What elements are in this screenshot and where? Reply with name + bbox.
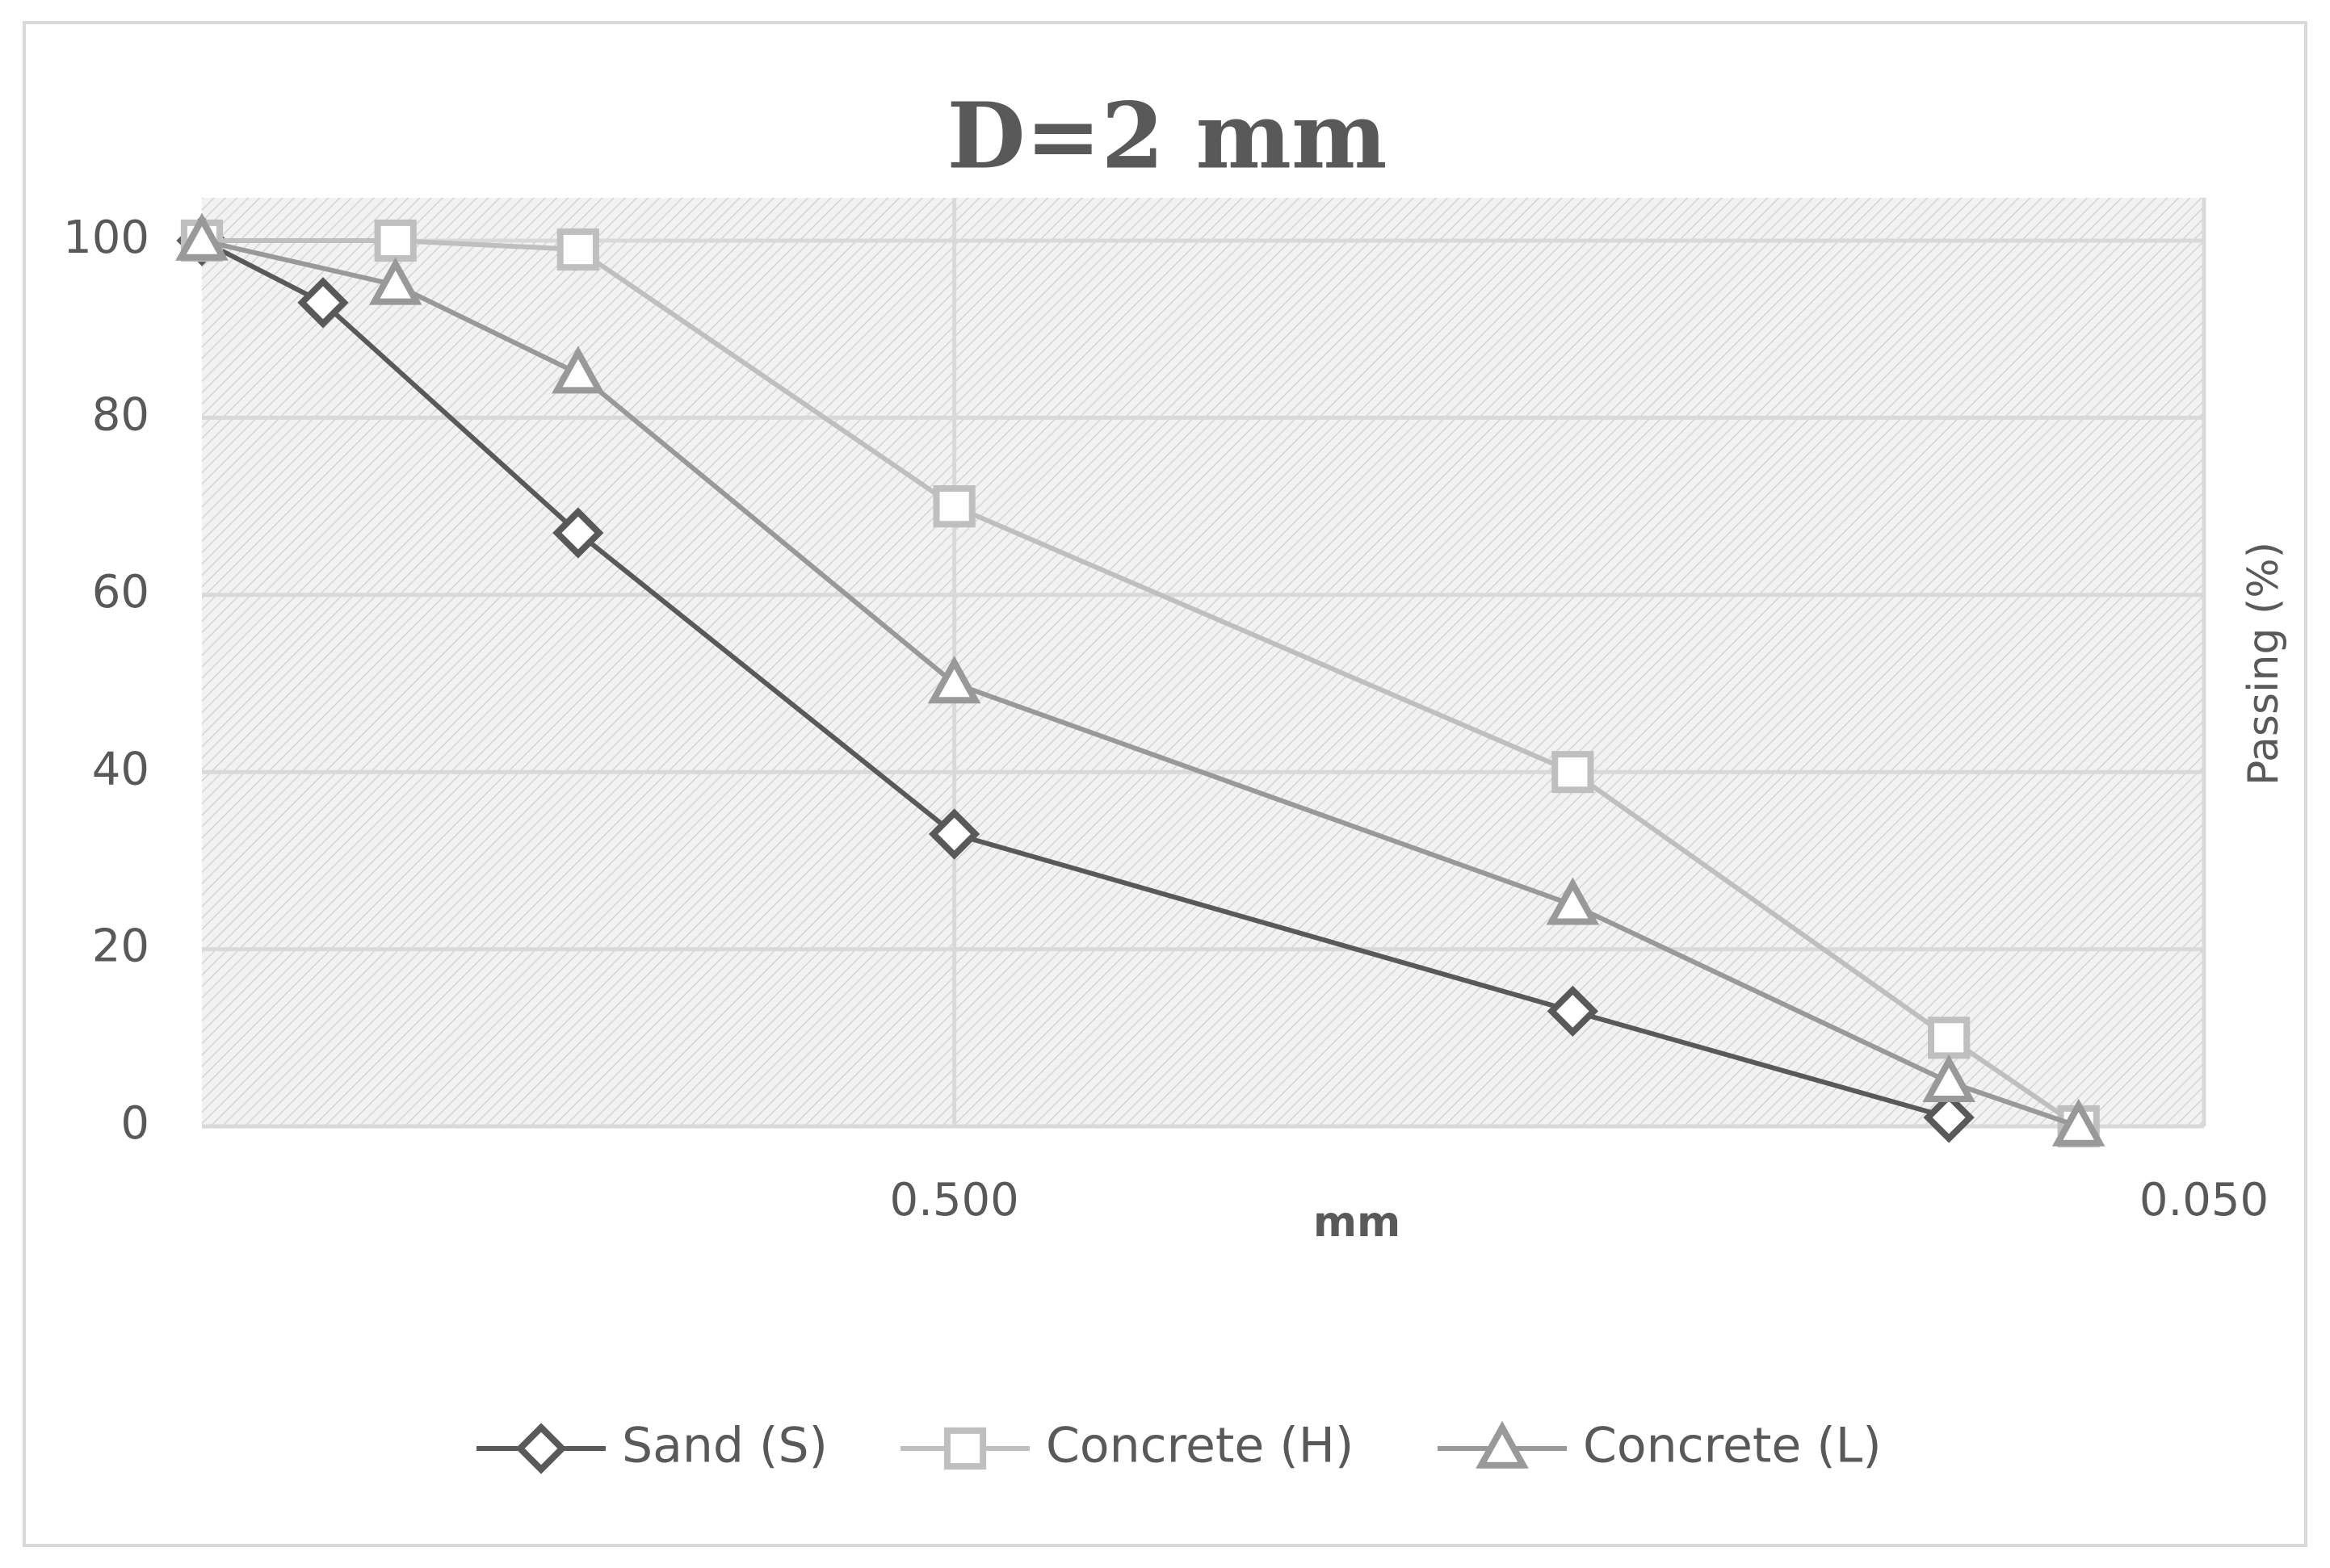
marker — [368, 257, 422, 305]
y-tick-label: 0 — [120, 1097, 149, 1150]
x-tick-label: 0.500 — [889, 1174, 1018, 1226]
chart-title: D=2 mm — [947, 83, 1388, 189]
legend-label: Sand (S) — [622, 1418, 828, 1474]
marker — [928, 808, 980, 860]
marker — [1551, 751, 1594, 794]
y-tick-label: 20 — [92, 920, 149, 973]
marker — [933, 485, 976, 528]
marker — [1928, 1017, 1971, 1059]
series-line — [200, 238, 1950, 1120]
legend-label: Concrete (L) — [1583, 1418, 1882, 1474]
marker — [2051, 1098, 2105, 1147]
marker — [556, 228, 599, 271]
y-tick-label: 100 — [63, 212, 149, 264]
marker — [297, 277, 349, 329]
y-axis-label: Passing (%) — [2240, 542, 2288, 786]
y-tick-label: 60 — [92, 566, 149, 618]
marker — [374, 219, 417, 262]
marker — [1547, 985, 1598, 1038]
marker — [1923, 1092, 1975, 1143]
x-tick-label: 0.050 — [2139, 1174, 2269, 1226]
legend-marker — [515, 1423, 567, 1474]
marker — [1922, 1054, 1975, 1102]
marker — [1546, 877, 1600, 925]
y-tick-label: 40 — [92, 743, 149, 795]
legend-label: Concrete (H) — [1046, 1418, 1354, 1474]
marker — [927, 656, 981, 704]
marker — [175, 212, 229, 261]
marker — [552, 507, 604, 559]
legend-marker — [943, 1427, 987, 1470]
marker — [552, 346, 605, 394]
legend-marker — [1476, 1420, 1529, 1469]
y-tick-label: 80 — [92, 389, 149, 442]
x-axis-label: mm — [1313, 1198, 1400, 1247]
